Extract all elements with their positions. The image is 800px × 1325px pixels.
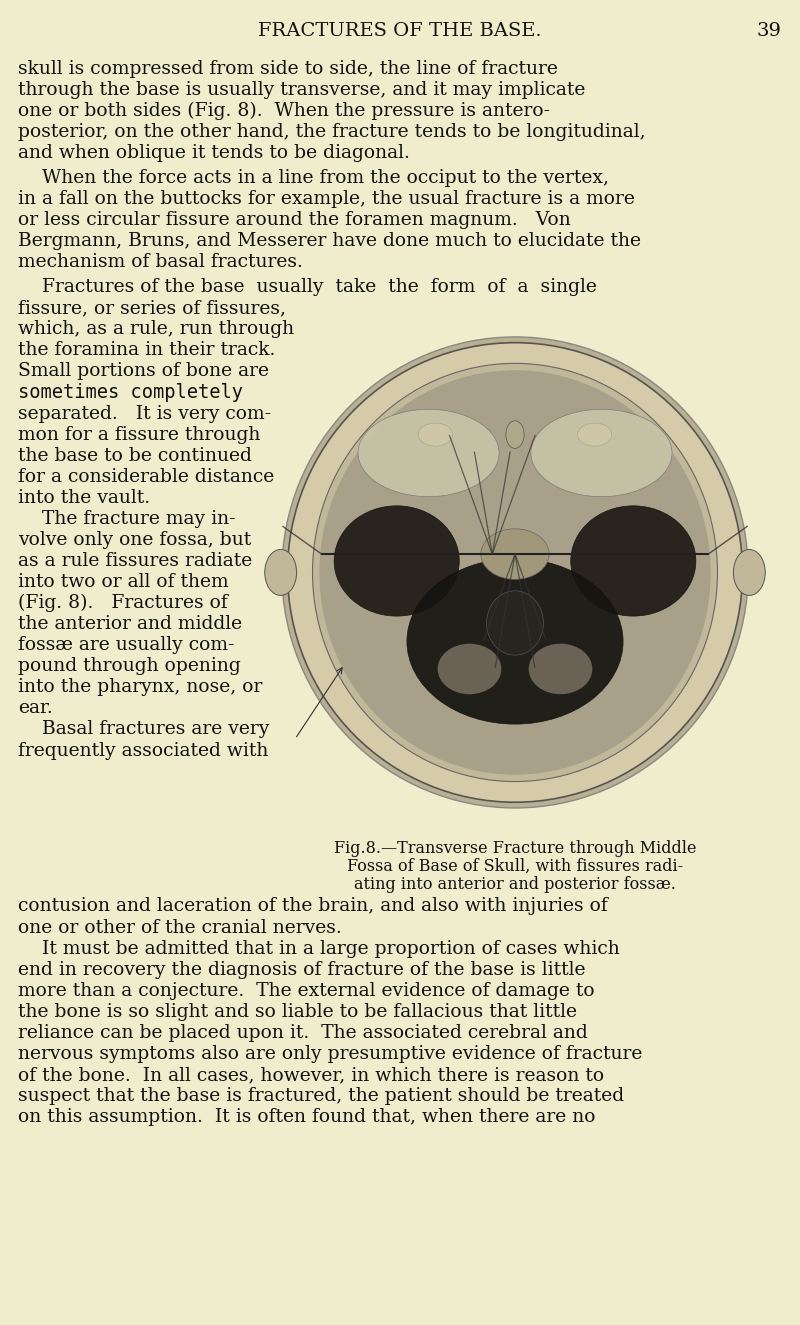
Text: Fractures of the base  usually  take  the  form  of  a  single: Fractures of the base usually take the f…	[18, 278, 597, 297]
Text: suspect that the base is fractured, the patient should be treated: suspect that the base is fractured, the …	[18, 1086, 624, 1105]
Text: as a rule fissures radiate: as a rule fissures radiate	[18, 553, 252, 570]
Text: contusion and laceration of the brain, and also with injuries of: contusion and laceration of the brain, a…	[18, 897, 608, 916]
Text: the bone is so slight and so liable to be fallacious that little: the bone is so slight and so liable to b…	[18, 1003, 577, 1020]
Text: of the bone.  In all cases, however, in which there is reason to: of the bone. In all cases, however, in w…	[18, 1065, 604, 1084]
Ellipse shape	[265, 550, 297, 595]
Text: separated.   It is very com-: separated. It is very com-	[18, 404, 271, 423]
Text: the foramina in their track.: the foramina in their track.	[18, 342, 275, 359]
Text: Basal fractures are very: Basal fractures are very	[18, 721, 270, 738]
Ellipse shape	[506, 421, 524, 448]
Ellipse shape	[334, 506, 459, 616]
Text: for a considerable distance: for a considerable distance	[18, 468, 274, 486]
Text: into two or all of them: into two or all of them	[18, 572, 229, 591]
Text: ating into anterior and posterior fossæ.: ating into anterior and posterior fossæ.	[354, 876, 676, 893]
Text: through the base is usually transverse, and it may implicate: through the base is usually transverse, …	[18, 81, 586, 99]
Text: volve only one fossa, but: volve only one fossa, but	[18, 531, 251, 549]
Text: the anterior and middle: the anterior and middle	[18, 615, 242, 633]
Text: mechanism of basal fractures.: mechanism of basal fractures.	[18, 253, 303, 272]
Text: 39: 39	[757, 23, 782, 40]
Text: Fossa of Base of Skull, with fissures radi-: Fossa of Base of Skull, with fissures ra…	[347, 857, 683, 874]
Ellipse shape	[481, 529, 549, 579]
Text: one or both sides (Fig. 8).  When the pressure is antero-: one or both sides (Fig. 8). When the pre…	[18, 102, 550, 121]
Text: Bergmann, Bruns, and Messerer have done much to elucidate the: Bergmann, Bruns, and Messerer have done …	[18, 232, 641, 250]
Ellipse shape	[358, 409, 499, 497]
Ellipse shape	[529, 644, 592, 694]
Text: or less circular fissure around the foramen magnum.   Von: or less circular fissure around the fora…	[18, 211, 570, 229]
Text: The fracture may in-: The fracture may in-	[18, 510, 236, 527]
Text: fossæ are usually com-: fossæ are usually com-	[18, 636, 234, 655]
Text: mon for a fissure through: mon for a fissure through	[18, 425, 260, 444]
Ellipse shape	[531, 409, 672, 497]
Text: more than a conjecture.  The external evidence of damage to: more than a conjecture. The external evi…	[18, 982, 594, 1000]
Ellipse shape	[734, 550, 766, 595]
Ellipse shape	[438, 644, 502, 694]
Text: pound through opening: pound through opening	[18, 657, 241, 676]
Text: into the pharynx, nose, or: into the pharynx, nose, or	[18, 678, 262, 697]
Text: and when oblique it tends to be diagonal.: and when oblique it tends to be diagonal…	[18, 144, 410, 162]
Ellipse shape	[313, 363, 718, 782]
Text: in a fall on the buttocks for example, the usual fracture is a more: in a fall on the buttocks for example, t…	[18, 191, 635, 208]
Text: It must be admitted that in a large proportion of cases which: It must be admitted that in a large prop…	[18, 939, 620, 958]
Text: frequently associated with: frequently associated with	[18, 742, 268, 759]
Ellipse shape	[570, 506, 696, 616]
Text: FRACTURES OF THE BASE.: FRACTURES OF THE BASE.	[258, 23, 542, 40]
Ellipse shape	[486, 591, 543, 655]
Text: When the force acts in a line from the occiput to the vertex,: When the force acts in a line from the o…	[18, 170, 609, 187]
Ellipse shape	[287, 343, 742, 802]
Text: which, as a rule, run through: which, as a rule, run through	[18, 321, 294, 338]
Text: skull is compressed from side to side, the line of fracture: skull is compressed from side to side, t…	[18, 60, 558, 78]
Ellipse shape	[418, 423, 453, 447]
Ellipse shape	[407, 559, 623, 723]
Text: fissure, or series of fissures,: fissure, or series of fissures,	[18, 299, 286, 317]
Text: the base to be continued: the base to be continued	[18, 447, 252, 465]
Text: reliance can be placed upon it.  The associated cerebral and: reliance can be placed upon it. The asso…	[18, 1024, 588, 1041]
Ellipse shape	[319, 370, 710, 775]
Text: Fig.8.—Transverse Fracture through Middle: Fig.8.—Transverse Fracture through Middl…	[334, 840, 696, 857]
Text: into the vault.: into the vault.	[18, 489, 150, 506]
Text: ear.: ear.	[18, 700, 53, 717]
Text: sometimes completely: sometimes completely	[18, 383, 243, 403]
Text: nervous symptoms also are only presumptive evidence of fracture: nervous symptoms also are only presumpti…	[18, 1045, 642, 1063]
Text: posterior, on the other hand, the fracture tends to be longitudinal,: posterior, on the other hand, the fractu…	[18, 123, 646, 142]
Text: end in recovery the diagnosis of fracture of the base is little: end in recovery the diagnosis of fractur…	[18, 961, 586, 979]
Text: Small portions of bone are: Small portions of bone are	[18, 363, 269, 380]
Ellipse shape	[282, 337, 748, 808]
Text: one or other of the cranial nerves.: one or other of the cranial nerves.	[18, 918, 342, 937]
Text: on this assumption.  It is often found that, when there are no: on this assumption. It is often found th…	[18, 1108, 595, 1126]
Ellipse shape	[578, 423, 612, 447]
Text: (Fig. 8).   Fractures of: (Fig. 8). Fractures of	[18, 594, 228, 612]
